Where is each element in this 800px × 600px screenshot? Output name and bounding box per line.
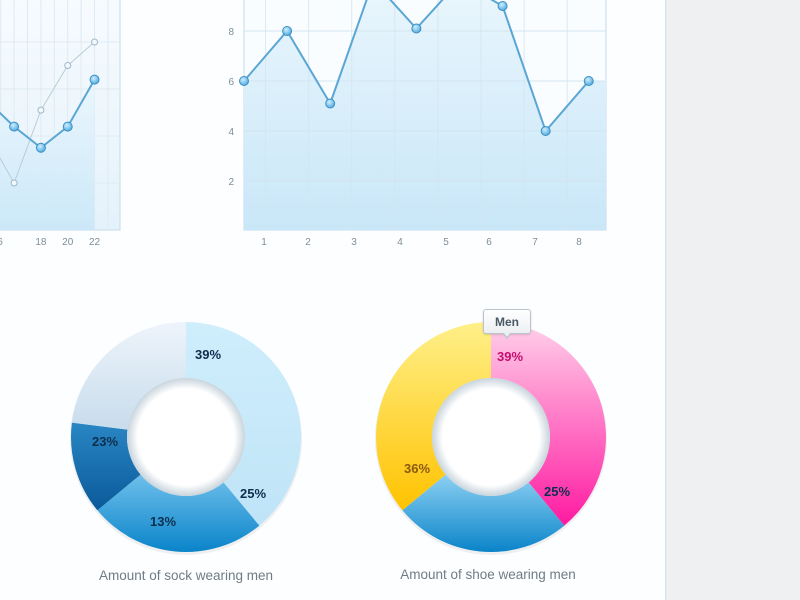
slice-label: 25% xyxy=(544,484,570,499)
x-tick-label-1: 22 xyxy=(89,237,101,248)
slice-label: 39% xyxy=(497,349,523,364)
donut-slice xyxy=(97,474,260,552)
series-line-1 xyxy=(0,79,96,150)
area-fill-2 xyxy=(244,0,606,230)
x-tick-label: 4 xyxy=(397,237,403,248)
donut-hole-shoe xyxy=(432,378,550,496)
point-series-2 xyxy=(10,179,18,187)
tooltip-arrow-inner xyxy=(503,332,511,337)
data-point xyxy=(282,26,293,36)
y-tick-label: 2 xyxy=(228,177,234,188)
x-tick-label-1: 18 xyxy=(35,237,47,248)
data-point xyxy=(497,1,508,11)
point-series-2 xyxy=(64,62,72,69)
slice-label: 23% xyxy=(92,434,118,449)
x-tick-label: 5 xyxy=(443,237,449,248)
side-panel xyxy=(667,0,800,600)
data-point xyxy=(325,98,336,109)
x-tick-label: 2 xyxy=(305,237,311,248)
point-series-1 xyxy=(9,121,20,132)
panel-divider xyxy=(665,0,667,600)
data-point xyxy=(540,126,551,136)
point-series-2 xyxy=(37,106,45,114)
slice-label: 13% xyxy=(150,514,176,529)
y-tick-label: 6 xyxy=(228,77,234,88)
donut-chart-sock: 39% 25% 13% 23% xyxy=(70,322,302,555)
x-tick-label: 8 xyxy=(576,237,582,248)
donut-slice xyxy=(491,322,606,526)
x-tick-label: 3 xyxy=(351,237,357,248)
y-tick-label: 4 xyxy=(228,127,234,138)
point-series-1 xyxy=(62,121,73,132)
data-point xyxy=(239,76,249,86)
data-point xyxy=(583,76,594,86)
x-tick-label-1: 6 xyxy=(0,237,3,248)
slice-label: 36% xyxy=(404,461,430,476)
donut-slice xyxy=(71,322,186,430)
area-chart-right: 2 4 6 8 1 2 3 4 5 6 7 8 xyxy=(228,0,607,248)
donut-slice xyxy=(186,322,301,526)
line-chart-left: 6 18 20 22 xyxy=(0,0,121,248)
donut-chart-shoe: 39% 25% 36% xyxy=(375,322,607,555)
sock-chart-caption: Amount of sock wearing men xyxy=(98,568,274,583)
slice-label: 39% xyxy=(195,347,221,362)
slice-label: 25% xyxy=(240,486,266,501)
shoe-chart-caption: Amount of shoe wearing men xyxy=(400,567,576,582)
data-point xyxy=(411,23,422,34)
x-tick-label: 7 xyxy=(532,237,538,248)
point-series-1 xyxy=(35,142,46,153)
donut-slice xyxy=(402,474,565,552)
point-series-1 xyxy=(89,74,100,85)
x-tick-label-1: 20 xyxy=(62,237,74,248)
x-tick-label: 1 xyxy=(261,237,267,248)
x-tick-label: 6 xyxy=(486,237,492,248)
donut-hole-sock xyxy=(127,378,245,496)
series-line-2 xyxy=(0,41,95,185)
point-series-2 xyxy=(91,38,99,46)
donut-tooltip: Men xyxy=(483,309,531,334)
area-fill-1 xyxy=(0,79,95,230)
donut-slice xyxy=(376,322,491,511)
donut-slice xyxy=(71,422,141,511)
y-tick-label: 8 xyxy=(228,27,234,38)
